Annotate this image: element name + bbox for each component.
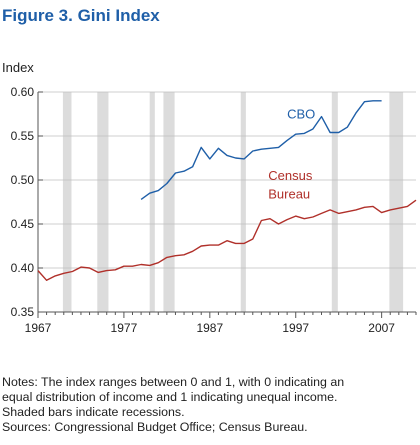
series-line-census-bureau [37, 199, 417, 282]
notes-line-3: Shaded bars indicate recessions. [2, 405, 185, 419]
series-lines [37, 100, 417, 282]
y-axis-label: Index [2, 60, 34, 75]
y-tick-label: 0.45 [11, 217, 35, 231]
gridlines [38, 91, 416, 269]
gini-index-chart: 0.35 0.40 0.45 0.50 0.55 0.60 1967 1977 1987 1997… [11, 85, 417, 335]
chart-notes: Notes: The index ranges between 0 and 1,… [2, 375, 416, 435]
recession-bar [240, 92, 246, 312]
y-tick-label: 0.35 [11, 305, 35, 319]
series-annotation: CBO [287, 106, 315, 121]
recession-bar [331, 92, 338, 312]
recession-bar [163, 92, 175, 312]
recession-bar [97, 92, 109, 312]
series-annotation: Census [268, 168, 313, 183]
notes-line-1: Notes: The index ranges between 0 and 1,… [2, 375, 345, 389]
recession-bar [149, 92, 155, 312]
x-tick-label: 1997 [282, 321, 309, 335]
recession-bars [62, 92, 404, 312]
y-tick-label: 0.40 [11, 261, 35, 275]
x-tick-label: 1967 [25, 321, 52, 335]
y-tick-label: 0.60 [11, 85, 35, 99]
x-tick-label: 1977 [111, 321, 138, 335]
recession-bar [62, 92, 72, 312]
x-tick-label: 1987 [196, 321, 223, 335]
series-line-cbo [140, 100, 382, 200]
x-tick-label: 2007 [368, 321, 395, 335]
series-annotation: Bureau [268, 186, 310, 201]
axes: 0.35 0.40 0.45 0.50 0.55 0.60 1967 1977 1987 1997… [11, 85, 417, 335]
chart-labels: CBO Census Bureau [268, 106, 315, 201]
notes-line-4: Sources: Congressional Budget Office; Ce… [2, 420, 308, 434]
recession-bar [389, 92, 404, 312]
figure-title: Figure 3. Gini Index [2, 6, 160, 25]
y-tick-label: 0.55 [11, 129, 35, 143]
y-tick-label: 0.50 [11, 173, 35, 187]
notes-line-2: equal distribution of income and 1 indic… [2, 390, 338, 404]
